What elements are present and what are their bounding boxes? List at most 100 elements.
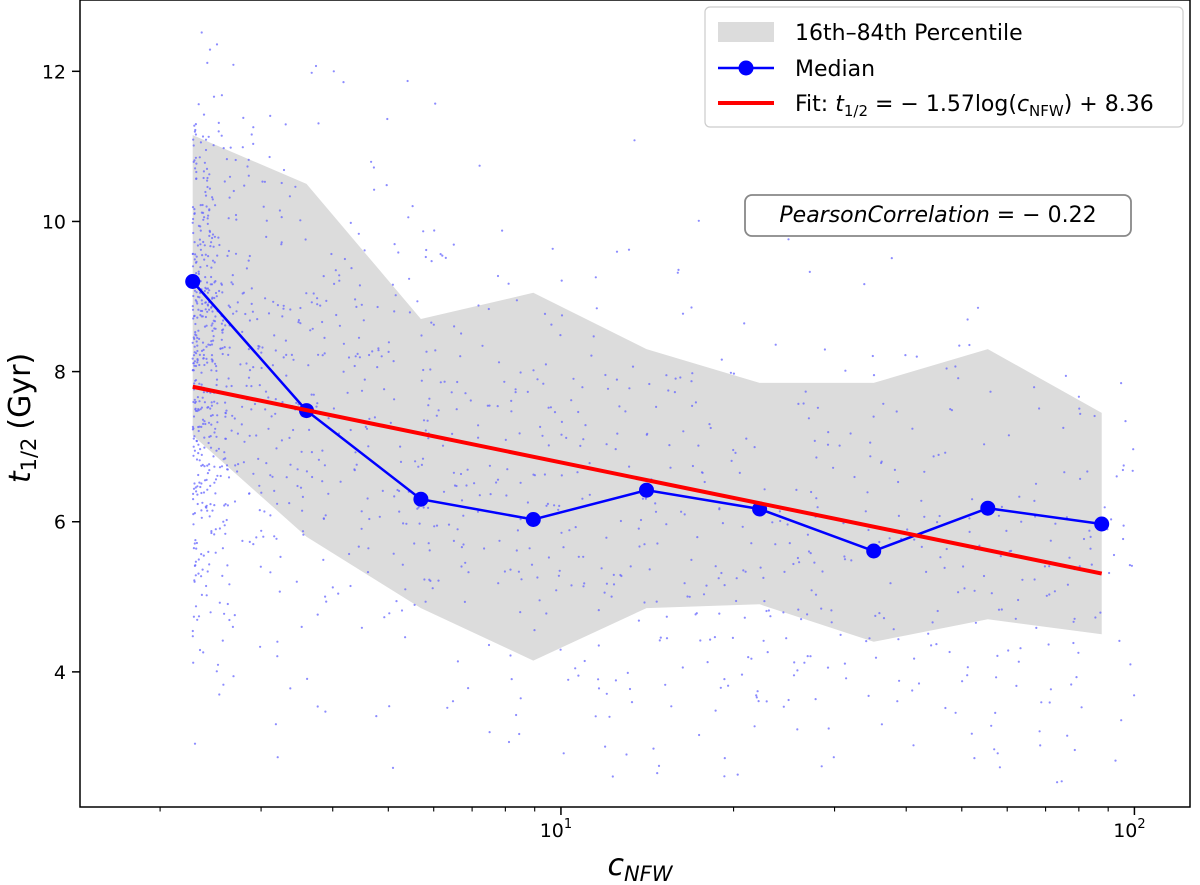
scatter-point bbox=[230, 384, 233, 388]
scatter-point bbox=[197, 473, 200, 477]
scatter-point bbox=[723, 775, 726, 778]
scatter-point bbox=[235, 310, 238, 313]
scatter-point bbox=[665, 374, 668, 377]
scatter-point bbox=[227, 217, 230, 220]
scatter-point bbox=[233, 614, 236, 617]
scatter-point bbox=[230, 281, 233, 284]
scatter-point bbox=[202, 113, 206, 116]
scatter-point bbox=[442, 490, 446, 493]
scatter-point bbox=[936, 609, 939, 613]
scatter-point bbox=[464, 561, 467, 564]
scatter-point bbox=[518, 432, 521, 435]
scatter-point bbox=[199, 485, 202, 489]
scatter-point bbox=[210, 275, 213, 279]
scatter-point bbox=[194, 167, 197, 170]
scatter-point bbox=[610, 595, 613, 598]
scatter-point bbox=[428, 578, 431, 581]
scatter-point bbox=[983, 443, 986, 446]
scatter-point bbox=[250, 302, 253, 305]
scatter-point bbox=[206, 176, 209, 180]
scatter-point bbox=[401, 563, 404, 566]
scatter-point bbox=[641, 497, 645, 500]
scatter-point bbox=[366, 497, 369, 500]
scatter-point bbox=[547, 406, 550, 409]
scatter-point bbox=[654, 502, 657, 505]
scatter-point bbox=[210, 358, 213, 361]
scatter-point bbox=[228, 196, 231, 199]
scatter-point bbox=[227, 377, 230, 380]
scatter-point bbox=[213, 504, 216, 507]
scatter-point bbox=[204, 194, 208, 197]
scatter-point bbox=[192, 160, 195, 163]
scatter-point bbox=[198, 400, 201, 403]
x-tick-label-base: 10 bbox=[1113, 820, 1137, 842]
scatter-point bbox=[648, 568, 651, 571]
scatter-point bbox=[399, 445, 402, 448]
scatter-point bbox=[332, 70, 335, 73]
scatter-point bbox=[210, 343, 214, 346]
scatter-point bbox=[252, 472, 255, 475]
scatter-point bbox=[506, 468, 509, 471]
scatter-point bbox=[215, 670, 218, 673]
scatter-point bbox=[229, 146, 232, 149]
scatter-point bbox=[541, 434, 544, 437]
scatter-point bbox=[197, 409, 200, 412]
scatter-point bbox=[267, 396, 270, 399]
scatter-point bbox=[755, 696, 758, 699]
scatter-point bbox=[514, 388, 517, 391]
scatter-point bbox=[193, 435, 196, 438]
scatter-point bbox=[233, 417, 236, 420]
scatter-point bbox=[373, 188, 376, 191]
y-axis-title-sub: 1/2 bbox=[17, 438, 41, 472]
scatter-point bbox=[611, 775, 614, 778]
scatter-point bbox=[192, 231, 195, 235]
scatter-point bbox=[198, 382, 201, 385]
scatter-point bbox=[215, 365, 218, 368]
scatter-point bbox=[221, 347, 224, 350]
scatter-point bbox=[202, 211, 205, 214]
scatter-point bbox=[192, 354, 196, 357]
scatter-point bbox=[1079, 412, 1082, 415]
scatter-point bbox=[796, 728, 799, 731]
scatter-point bbox=[538, 599, 541, 602]
scatter-point bbox=[215, 369, 218, 372]
scatter-point bbox=[250, 133, 253, 136]
scatter-point bbox=[514, 391, 517, 394]
scatter-point bbox=[489, 493, 492, 496]
scatter-point bbox=[191, 221, 194, 224]
scatter-point bbox=[560, 531, 563, 534]
scatter-point bbox=[294, 185, 297, 188]
scatter-point bbox=[197, 452, 200, 455]
median-point bbox=[639, 482, 654, 498]
scatter-point bbox=[483, 547, 486, 550]
scatter-point bbox=[199, 141, 202, 144]
scatter-point bbox=[553, 411, 557, 414]
scatter-point bbox=[214, 492, 217, 495]
scatter-point bbox=[322, 275, 325, 278]
scatter-point bbox=[209, 484, 212, 487]
scatter-point bbox=[280, 243, 283, 246]
annotation-value: = − 0.22 bbox=[990, 203, 1097, 228]
scatter-point bbox=[206, 217, 209, 220]
scatter-point bbox=[427, 506, 430, 509]
scatter-point bbox=[962, 565, 965, 568]
scatter-point bbox=[1072, 620, 1075, 623]
scatter-point bbox=[719, 686, 722, 689]
scatter-point bbox=[315, 405, 318, 408]
scatter-point bbox=[729, 371, 733, 374]
scatter-point bbox=[465, 484, 468, 487]
scatter-point bbox=[209, 407, 212, 410]
scatter-point bbox=[211, 196, 214, 199]
scatter-point bbox=[581, 386, 584, 389]
scatter-point bbox=[439, 381, 442, 384]
scatter-point bbox=[820, 607, 823, 610]
scatter-point bbox=[744, 570, 747, 573]
median-point bbox=[1094, 516, 1110, 532]
scatter-point bbox=[665, 615, 668, 618]
scatter-point bbox=[549, 406, 553, 409]
scatter-point bbox=[889, 582, 892, 585]
scatter-point bbox=[234, 158, 237, 162]
scatter-point bbox=[360, 303, 363, 306]
scatter-point bbox=[211, 259, 215, 262]
scatter-point bbox=[923, 470, 926, 473]
